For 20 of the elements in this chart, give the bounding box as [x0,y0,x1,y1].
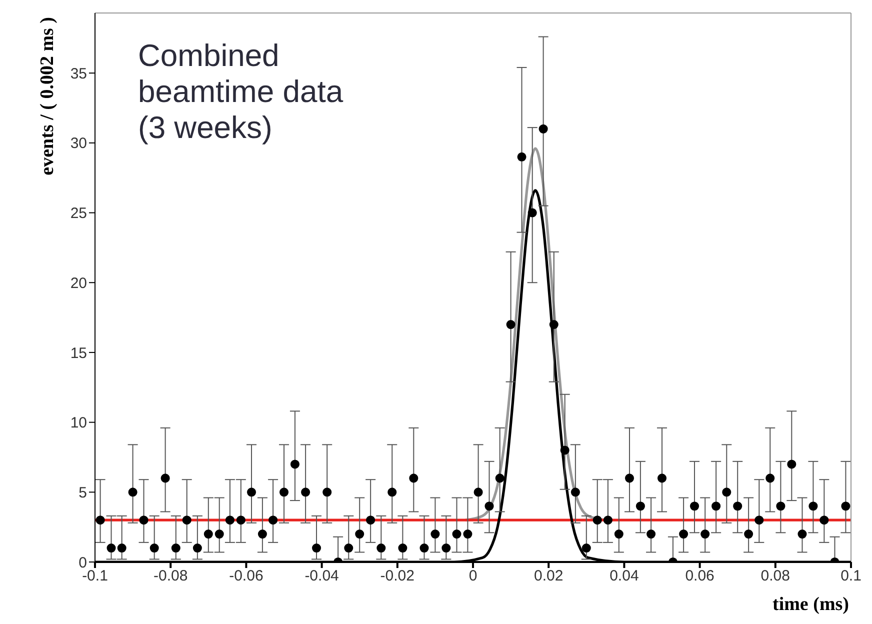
x-tick-label: -0.06 [229,568,264,585]
y-tick-label: 30 [70,135,87,152]
y-tick-label: 5 [78,484,87,502]
x-tick-label: -0.02 [380,568,414,585]
x-tick-label: 0.08 [760,568,790,585]
x-tick-label: 0.02 [534,568,564,585]
annotation: Combined beamtime data (3 weeks) [138,38,344,146]
y-axis-title: events / ( 0.002 ms ) [36,17,58,176]
y-tick-label: 15 [70,344,87,362]
y-tick-label: 20 [70,274,87,292]
x-tick-label: 0 [468,568,478,585]
x-axis-title: time (ms) [772,594,849,615]
x-tick-label: -0.04 [304,568,339,585]
y-tick-label: 25 [70,205,87,222]
x-tick-label: 0.04 [610,568,639,585]
x-tick-label: 0.06 [685,568,714,585]
y-tick-label: 35 [70,65,87,82]
x-tick-label: -0.08 [154,568,188,585]
x-tick-label: 0.1 [840,568,862,585]
y-tick-label: 10 [70,414,87,432]
